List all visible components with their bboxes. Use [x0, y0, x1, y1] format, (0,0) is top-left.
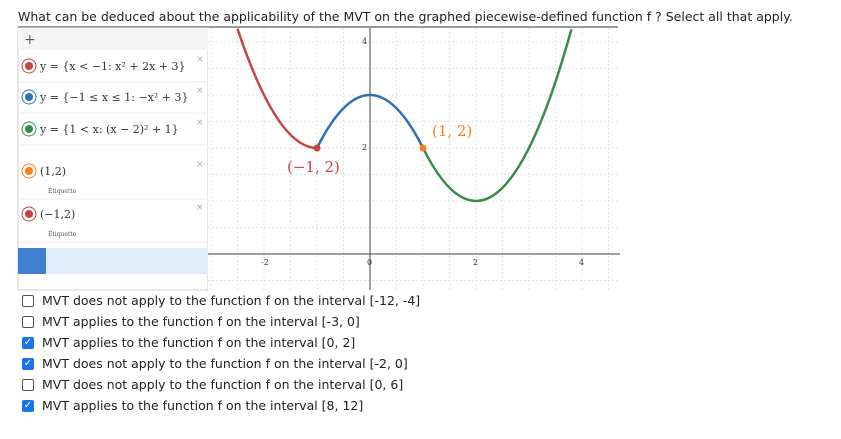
delete-icon: × — [196, 203, 204, 213]
delete-icon: × — [196, 86, 204, 96]
delete-icon: × — [196, 118, 204, 128]
option-text: MVT does not apply to the function f on … — [42, 356, 408, 371]
visibility-ring — [21, 121, 37, 137]
formula: y = {−1 ≤ x ≤ 1: −x² + 3} — [39, 91, 189, 104]
option-text: MVT does not apply to the function f on … — [42, 377, 404, 392]
curve-left — [236, 28, 318, 150]
point — [313, 144, 321, 152]
option-text: MVT applies to the function f on the int… — [42, 335, 356, 350]
geogebra-applet: + -2 0 2 4 2 4 (−1, 2) (1, 2) y = {x < −1: x² + … — [17, 27, 620, 291]
add-icon: + — [24, 32, 36, 48]
input-row — [18, 248, 208, 274]
visibility-ring — [21, 163, 37, 179]
y-tick-label: 2 — [362, 143, 367, 152]
visibility-toggle[interactable] — [23, 60, 35, 72]
label-toggle: Étiquette — [48, 187, 77, 195]
label-toggle: Étiquette — [48, 230, 77, 238]
x-tick-label: 2 — [473, 258, 478, 267]
option[interactable]: ✓ MVT applies to the function f on the in… — [22, 335, 355, 350]
x-tick-label: 4 — [579, 258, 584, 267]
input-icon[interactable] — [18, 248, 46, 274]
point — [419, 144, 427, 152]
visibility-toggle[interactable] — [23, 123, 35, 135]
option[interactable]: MVT applies to the function f on the int… — [22, 314, 360, 329]
delete-icon: × — [196, 160, 204, 170]
toolbar — [18, 28, 208, 50]
formula: (−1,2) — [40, 208, 75, 221]
visibility-ring — [21, 58, 37, 74]
formula: y = {1 < x: (x − 2)² + 1} — [39, 123, 179, 136]
visibility-toggle[interactable] — [23, 91, 35, 103]
algebra-panel — [17, 27, 209, 291]
x-tick-label: -2 — [261, 258, 269, 267]
x-tick-label: 0 — [367, 258, 372, 267]
checkbox[interactable] — [22, 294, 34, 307]
formula: (1,2) — [40, 165, 66, 178]
y-tick-label: 4 — [362, 37, 367, 46]
divider — [18, 26, 618, 28]
checkbox[interactable]: ✓ — [22, 357, 34, 370]
checkbox[interactable]: ✓ — [22, 399, 34, 412]
checkbox[interactable] — [22, 315, 34, 328]
option[interactable]: MVT does not apply to the function f on … — [22, 293, 420, 308]
delete-icon: × — [196, 55, 204, 65]
checkbox[interactable] — [22, 378, 34, 391]
visibility-ring — [21, 89, 37, 105]
checkbox[interactable]: ✓ — [22, 336, 34, 349]
point-label: (1, 2) — [432, 122, 472, 140]
graphics-view — [208, 28, 620, 290]
option-text: MVT does not apply to the function f on … — [42, 293, 421, 308]
curve-middle — [315, 93, 425, 149]
option-text: MVT applies to the function f on the int… — [42, 398, 364, 413]
option-text: MVT applies to the function f on the int… — [42, 314, 360, 329]
curve-right — [421, 28, 573, 203]
visibility-toggle[interactable] — [23, 165, 35, 177]
formula: y = {x < −1: x² + 2x + 3} — [39, 60, 186, 73]
question: What can be deduced about the applicabil… — [18, 9, 793, 24]
option[interactable]: ✓ MVT applies to the function f on the in… — [22, 398, 363, 413]
visibility-ring — [21, 206, 37, 222]
point-label: (−1, 2) — [287, 158, 340, 176]
option[interactable]: MVT does not apply to the function f on … — [22, 377, 403, 392]
option[interactable]: ✓ MVT does not apply to the function f on… — [22, 356, 408, 371]
visibility-toggle[interactable] — [23, 208, 35, 220]
